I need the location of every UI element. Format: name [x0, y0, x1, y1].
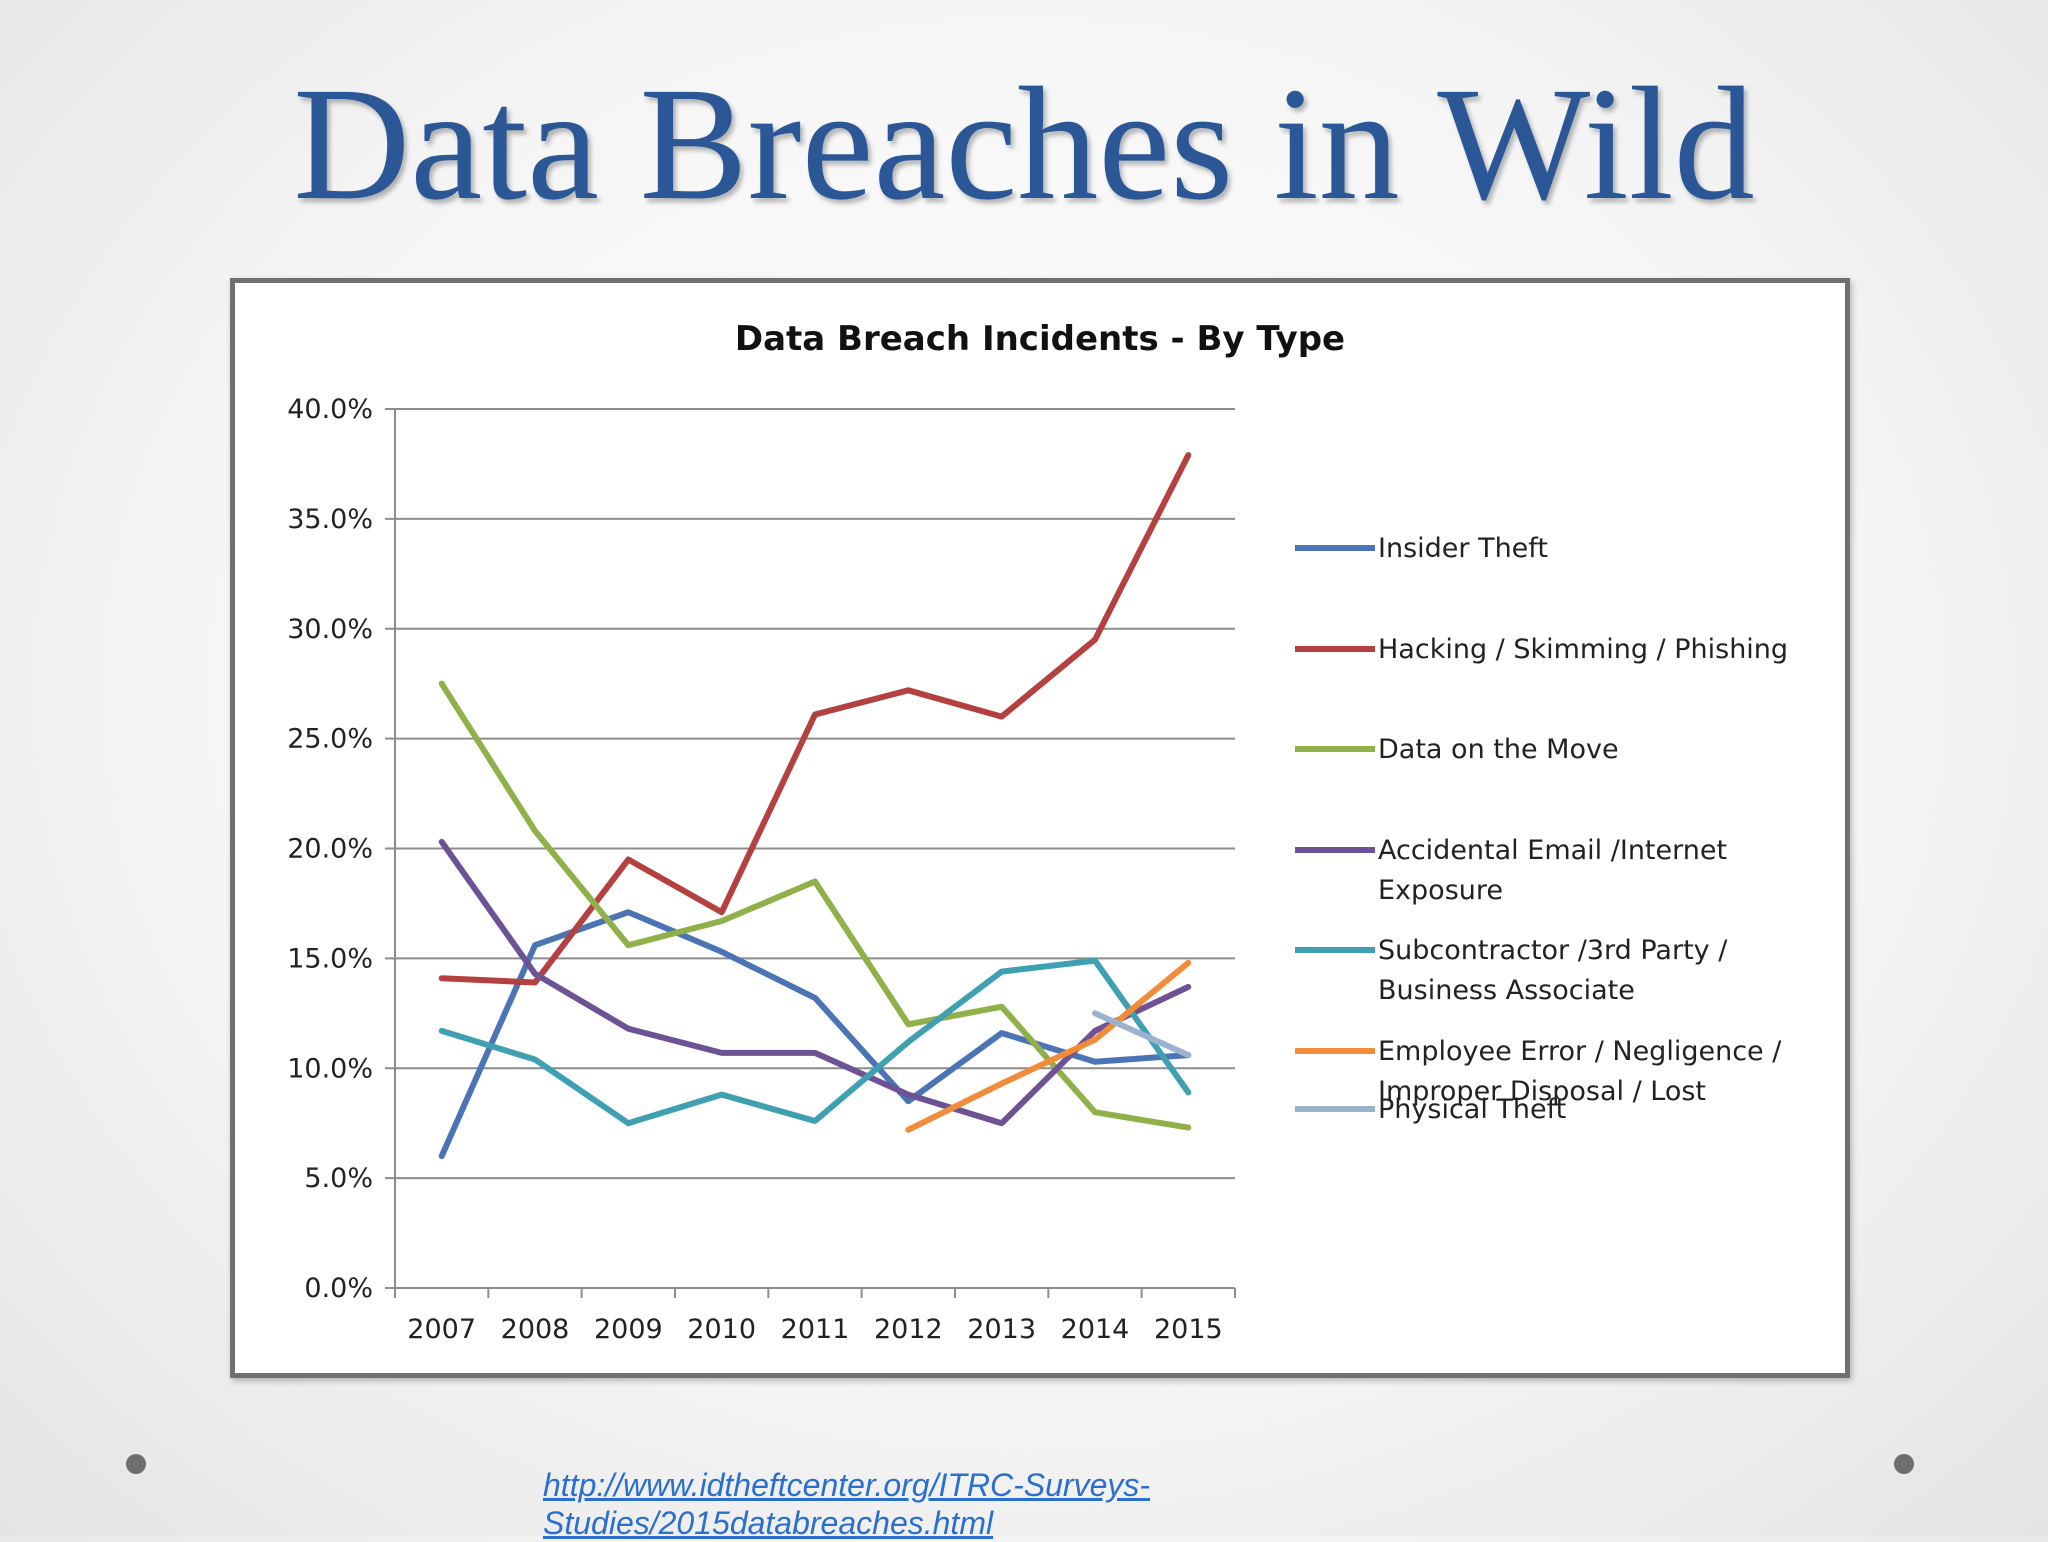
x-tick-label: 2007 — [407, 1314, 476, 1345]
y-tick-label: 20.0% — [287, 834, 373, 865]
y-tick-label: 40.0% — [287, 394, 373, 425]
x-tick-label: 2009 — [594, 1314, 663, 1345]
x-tick-label: 2010 — [687, 1314, 756, 1345]
y-tick-label: 30.0% — [287, 614, 373, 645]
y-tick-label: 25.0% — [287, 724, 373, 755]
series-line-subcontractor-3rd-party-business-associate — [438, 957, 1192, 1127]
y-tick-labels: 0.0% 5.0% 10.0% 15.0% 20.0% 25.0% 30.0% 35.0% 40… — [287, 394, 373, 1304]
line-chart: Data Breach Incidents - By Type 0.0% 5.0%… — [287, 319, 1788, 1345]
x-tick-label: 2014 — [1061, 1314, 1130, 1345]
legend-label: Employee Error / Negligence / — [1378, 1036, 1782, 1067]
y-tick-label: 5.0% — [304, 1163, 373, 1194]
y-tick-label: 35.0% — [287, 504, 373, 535]
series-lines — [438, 452, 1192, 1160]
series-line-employee-error-negligence-improper-disposal-lost — [905, 959, 1192, 1133]
chart-title: Data Breach Incidents - By Type — [735, 319, 1345, 359]
series-line-hacking-skimming-phishing — [438, 452, 1192, 986]
x-tick-label: 2012 — [874, 1314, 943, 1345]
x-tick-label: 2008 — [501, 1314, 570, 1345]
legend-label: Data on the Move — [1378, 734, 1619, 765]
legend-label: Exposure — [1378, 875, 1503, 906]
source-link[interactable]: http://www.idtheftcenter.org/ITRC-Survey… — [543, 1466, 1343, 1542]
chart-frame: Data Breach Incidents - By Type 0.0% 5.0%… — [230, 278, 1850, 1378]
source-link-line2: Studies/2015databreaches.html — [543, 1505, 994, 1541]
y-tick-label: 0.0% — [304, 1273, 373, 1304]
x-tick-label: 2011 — [781, 1314, 850, 1345]
legend-label: Improper Disposal / Lost — [1378, 1076, 1706, 1107]
slide-title: Data Breaches in Wild — [293, 55, 1755, 234]
x-tick-label: 2015 — [1154, 1314, 1223, 1345]
series-line-data-on-the-move — [438, 680, 1192, 1131]
series-line-accidental-email-internet-exposure — [438, 838, 1192, 1127]
source-link-line1: http://www.idtheftcenter.org/ITRC-Survey… — [543, 1467, 1151, 1503]
x-tick-labels: 2007 2008 2009 2010 2011 2012 2013 2014 2015 — [407, 1314, 1222, 1345]
legend-label: Subcontractor /3rd Party / — [1378, 935, 1728, 966]
axes — [385, 408, 1236, 1298]
legend-label: Accidental Email /Internet — [1378, 835, 1727, 866]
bullet-right — [1894, 1454, 1914, 1474]
legend-label: Hacking / Skimming / Phishing — [1378, 634, 1788, 665]
legend-label: Business Associate — [1378, 975, 1635, 1006]
legend: Insider Theft Hacking / Skimming / Phishi… — [1295, 533, 1788, 1125]
y-tick-label: 15.0% — [287, 943, 373, 974]
x-tick-label: 2013 — [967, 1314, 1036, 1345]
bullet-left — [126, 1454, 146, 1474]
series-line-physical-theft — [1092, 1010, 1192, 1059]
legend-label: Insider Theft — [1378, 533, 1548, 564]
gridlines — [395, 408, 1235, 1180]
legend-label: Physical Theft — [1378, 1094, 1566, 1125]
y-tick-label: 10.0% — [287, 1053, 373, 1084]
